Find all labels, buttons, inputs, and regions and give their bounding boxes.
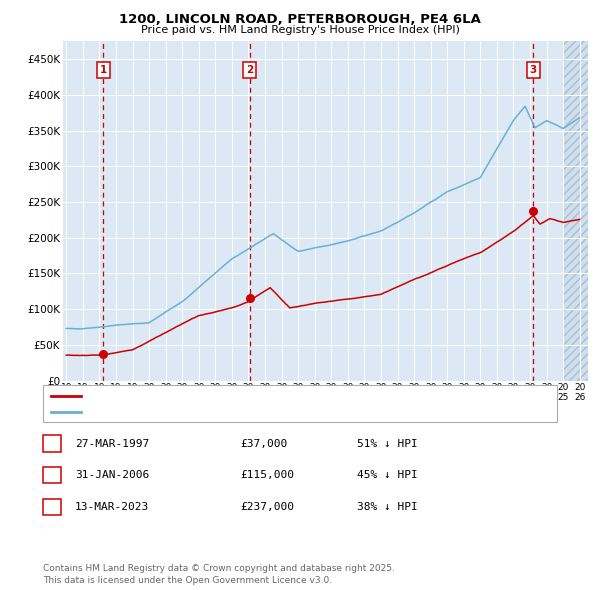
Text: 1200, LINCOLN ROAD, PETERBOROUGH, PE4 6LA (detached house): 1200, LINCOLN ROAD, PETERBOROUGH, PE4 6L… [86, 391, 435, 401]
Bar [563, 41, 588, 381]
Text: 1: 1 [100, 65, 107, 75]
Text: 27-MAR-1997: 27-MAR-1997 [75, 439, 149, 448]
Text: Contains HM Land Registry data © Crown copyright and database right 2025.
This d: Contains HM Land Registry data © Crown c… [43, 565, 395, 585]
Text: 51% ↓ HPI: 51% ↓ HPI [357, 439, 418, 448]
Text: HPI: Average price, detached house, City of Peterborough: HPI: Average price, detached house, City… [86, 407, 386, 417]
Text: £37,000: £37,000 [240, 439, 287, 448]
Text: 3: 3 [530, 65, 537, 75]
Text: Price paid vs. HM Land Registry's House Price Index (HPI): Price paid vs. HM Land Registry's House … [140, 25, 460, 35]
Text: 2: 2 [49, 470, 56, 480]
Text: 3: 3 [49, 502, 56, 512]
Text: 2: 2 [246, 65, 253, 75]
Text: 38% ↓ HPI: 38% ↓ HPI [357, 502, 418, 512]
Text: 1: 1 [49, 439, 56, 448]
Text: £237,000: £237,000 [240, 502, 294, 512]
Text: 31-JAN-2006: 31-JAN-2006 [75, 470, 149, 480]
Bar [563, 41, 588, 381]
Text: £115,000: £115,000 [240, 470, 294, 480]
Text: 13-MAR-2023: 13-MAR-2023 [75, 502, 149, 512]
Text: 1200, LINCOLN ROAD, PETERBOROUGH, PE4 6LA: 1200, LINCOLN ROAD, PETERBOROUGH, PE4 6L… [119, 13, 481, 26]
Text: 45% ↓ HPI: 45% ↓ HPI [357, 470, 418, 480]
